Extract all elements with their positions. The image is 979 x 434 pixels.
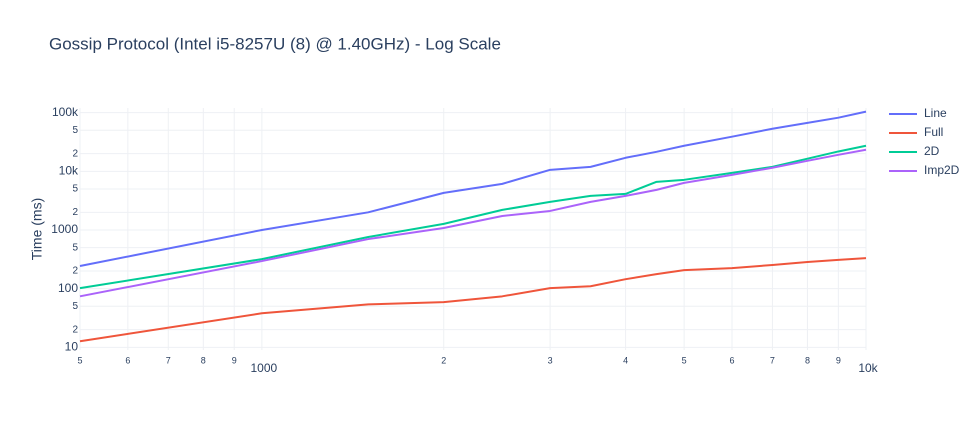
x-tick-label: 6 <box>125 355 130 365</box>
x-tick-label: 8 <box>805 355 810 365</box>
x-tick-label: 2 <box>441 355 446 365</box>
y-tick-label: 100k <box>52 105 79 119</box>
legend-label: Full <box>924 125 943 139</box>
legend-label: Line <box>924 106 947 120</box>
series-line <box>79 144 867 290</box>
y-tick-label: 10 <box>65 339 79 353</box>
y-tick-label: 2 <box>72 207 78 218</box>
y-tick-label: 2 <box>72 266 78 277</box>
y-tick-label: 100 <box>58 281 78 295</box>
y-tick-label: 2 <box>72 148 78 159</box>
series-line <box>79 257 867 343</box>
y-tick-label: 1000 <box>51 222 78 236</box>
x-tick-label: 7 <box>770 355 775 365</box>
y-tick-label: 5 <box>72 301 78 312</box>
y-tick-label: 10k <box>59 163 79 177</box>
x-tick-label: 5 <box>682 355 687 365</box>
x-tick-label: 3 <box>548 355 553 365</box>
legend-label: Imp2D <box>924 163 960 177</box>
x-tick-label: 5 <box>77 355 82 365</box>
series-line <box>79 110 867 268</box>
x-tick-label: 10k <box>858 361 878 375</box>
x-tick-label: 9 <box>836 355 841 365</box>
y-tick-label: 5 <box>72 242 78 253</box>
y-tick-label: 2 <box>72 324 78 335</box>
series-line <box>79 148 867 298</box>
x-tick-label: 4 <box>623 355 628 365</box>
y-axis-title: Time (ms) <box>29 198 45 260</box>
x-tick-label: 8 <box>201 355 206 365</box>
grid <box>79 108 867 350</box>
chart-title: Gossip Protocol (Intel i5-8257U (8) @ 1.… <box>49 34 501 53</box>
y-tick-label: 5 <box>72 184 78 195</box>
x-tick-label: 7 <box>166 355 171 365</box>
x-tick-label: 9 <box>232 355 237 365</box>
y-tick-label: 5 <box>72 125 78 136</box>
x-tick-label: 1000 <box>251 361 278 375</box>
legend-label: 2D <box>924 144 940 158</box>
x-tick-label: 6 <box>729 355 734 365</box>
